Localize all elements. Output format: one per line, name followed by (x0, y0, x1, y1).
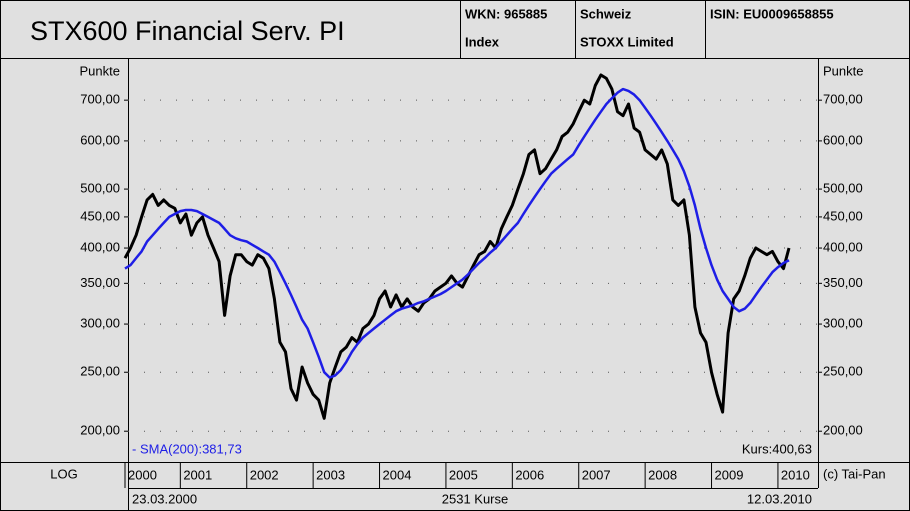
x-tick-label: 2000 (128, 467, 157, 482)
y-tick-label: 250,00 (823, 364, 863, 379)
y-tick-label: 300,00 (823, 316, 863, 331)
y-tick-label: 600,00 (80, 132, 120, 147)
y-tick-label: 500,00 (823, 181, 863, 196)
count: 2531 Kurse (442, 491, 509, 506)
end-date: 12.03.2010 (747, 491, 812, 506)
y-axis-label: Punkte (823, 63, 863, 78)
x-tick-label: 2009 (715, 467, 744, 482)
start-date: 23.03.2000 (132, 491, 197, 506)
legend-entry: Kurs:400,63 (742, 441, 812, 456)
y-tick-label: 450,00 (80, 208, 120, 223)
y-tick-label: 500,00 (80, 181, 120, 196)
y-tick-label: 600,00 (823, 132, 863, 147)
x-tick-label: 2007 (582, 467, 611, 482)
x-tick-label: 2002 (250, 467, 279, 482)
x-tick-label: 2003 (316, 467, 345, 482)
y-tick-label: 400,00 (80, 239, 120, 254)
x-tick-label: 2001 (183, 467, 212, 482)
y-tick-label: 700,00 (80, 92, 120, 107)
y-tick-label: 300,00 (80, 316, 120, 331)
copyright: (c) Tai-Pan (823, 466, 886, 481)
y-axis-label: Punkte (80, 63, 120, 78)
wkn: WKN: 965885 (465, 6, 547, 21)
x-tick-label: 2005 (449, 467, 478, 482)
scale-label: LOG (50, 466, 77, 481)
series-line (124, 87, 790, 379)
y-tick-label: 350,00 (823, 275, 863, 290)
x-tick-label: 2010 (781, 467, 810, 482)
legend-entry: - SMA(200):381,73 (132, 441, 242, 456)
y-tick-label: 450,00 (823, 208, 863, 223)
y-tick-label: 250,00 (80, 364, 120, 379)
provider: STOXX Limited (580, 34, 674, 49)
y-tick-label: 350,00 (80, 275, 120, 290)
y-tick-label: 700,00 (823, 92, 863, 107)
isin: ISIN: EU0009658855 (710, 6, 834, 21)
y-tick-label: 200,00 (823, 423, 863, 438)
country: Schweiz (580, 6, 632, 21)
x-tick-label: 2006 (515, 467, 544, 482)
kind: Index (465, 34, 500, 49)
y-tick-label: 200,00 (80, 423, 120, 438)
y-tick-label: 400,00 (823, 239, 863, 254)
chart-title: STX600 Financial Serv. PI (30, 16, 345, 46)
x-tick-label: 2008 (648, 467, 677, 482)
x-tick-label: 2004 (383, 467, 412, 482)
